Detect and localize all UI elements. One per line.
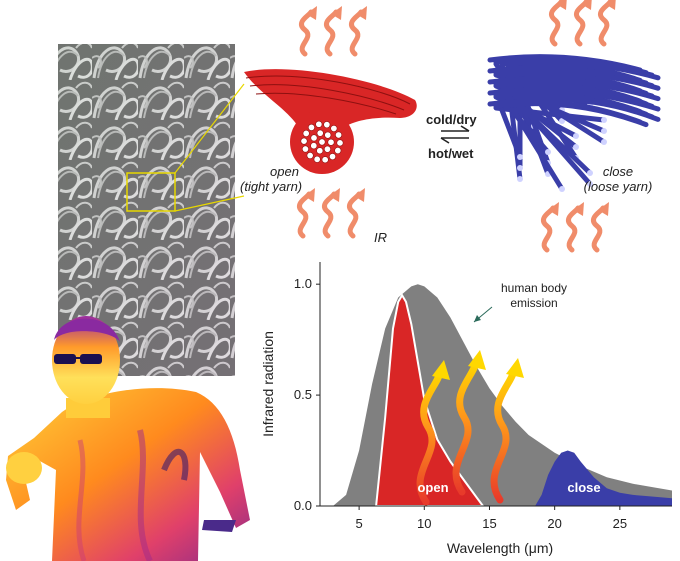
transmitted-ir-arrow: [490, 358, 524, 504]
fiber-end: [301, 145, 309, 153]
fiber-end: [329, 153, 337, 161]
fiber-end: [315, 120, 323, 128]
tight-yarn-fibers: [300, 120, 344, 164]
ir-arrows-right-bottom: [540, 202, 609, 253]
fiber-end: [318, 138, 326, 146]
fiber-end: [300, 137, 308, 145]
fiber-end: [316, 129, 324, 137]
fiber-end: [323, 121, 331, 129]
fiber-end: [302, 129, 310, 137]
y-tick-label: 0.5: [294, 387, 312, 402]
fiber-end: [601, 128, 607, 134]
fiber-end: [307, 123, 315, 131]
ir-wave-arrow: [298, 6, 317, 57]
fiber-end: [587, 170, 593, 176]
series-area-1: [375, 293, 485, 507]
x-tick-label: 25: [613, 516, 627, 531]
ir-wave-arrow: [321, 188, 340, 239]
ir-arrows-right-top: [548, 0, 616, 47]
label-close-state: close: [603, 164, 633, 179]
label-open-series: open: [417, 480, 448, 495]
fiber-end: [323, 145, 331, 153]
fiber-end: [316, 147, 324, 155]
label-hot-wet: hot/wet: [428, 146, 474, 161]
loose-fiber: [517, 103, 593, 176]
y-tick-label: 0.0: [294, 498, 312, 513]
zoom-callout: [126, 83, 245, 212]
fiber-end: [327, 138, 335, 146]
fiber-end: [324, 131, 332, 139]
loose-yarn-bundle: [487, 54, 661, 192]
fiber-end: [545, 149, 551, 155]
fiber-end: [313, 155, 321, 163]
radiation-arrows: [416, 350, 524, 506]
label-tight-yarn: (tight yarn): [240, 179, 302, 194]
x-tick-label: 5: [355, 516, 362, 531]
fiber-end: [334, 147, 342, 155]
reversible-arrows: [440, 125, 470, 144]
y-axis-label: Infrared radiation: [260, 331, 276, 437]
series-area-2: [535, 450, 672, 506]
transmitted-ir-arrow: [416, 360, 450, 506]
fiber-end: [330, 124, 338, 132]
fiber-end: [559, 118, 565, 124]
ir-wave-arrow: [573, 0, 592, 47]
loose-fiber: [505, 98, 565, 192]
fiber-end: [321, 156, 329, 164]
transmitted-ir-arrow: [452, 350, 486, 496]
fiber-end: [587, 181, 593, 187]
ir-wave-arrow: [296, 188, 315, 239]
loose-fiber: [493, 105, 607, 123]
fiber-end: [517, 176, 523, 182]
annotation-body-emission-2: emission: [510, 296, 557, 310]
label-cold-dry: cold/dry: [426, 112, 477, 127]
ir-wave-arrow: [565, 202, 584, 253]
fiber-end: [517, 154, 523, 160]
x-tick-label: 10: [417, 516, 431, 531]
fiber-end: [336, 139, 344, 147]
ir-arrows-top: [298, 6, 367, 57]
label-ir: IR: [374, 230, 387, 245]
x-tick-label: 20: [547, 516, 561, 531]
fiber-end: [601, 117, 607, 123]
ir-wave-arrow: [346, 188, 365, 239]
thermal-runner-image: [6, 316, 250, 561]
y-tick-label: 1.0: [294, 276, 312, 291]
ir-spectrum-chart: 5 10 15 20 25 0.0 0.5 1.0 Infrared radiation Wa…: [260, 262, 672, 556]
x-tick-label: 15: [482, 516, 496, 531]
ir-wave-arrow: [548, 0, 567, 47]
label-open-state: open: [270, 164, 299, 179]
loose-fiber: [499, 107, 523, 160]
fiber-end: [573, 133, 579, 139]
fiber-end: [573, 144, 579, 150]
fiber-end: [517, 165, 523, 171]
ir-wave-arrow: [348, 6, 367, 57]
loose-fiber: [493, 101, 649, 128]
fiber-end: [601, 139, 607, 145]
ir-wave-arrow: [597, 0, 616, 47]
fiber-end: [306, 152, 314, 160]
label-close-series: close: [567, 480, 600, 495]
ir-wave-arrow: [590, 202, 609, 253]
fiber-end: [310, 142, 318, 150]
ir-wave-arrow: [540, 202, 559, 253]
fiber-end: [310, 134, 318, 142]
fiber-end: [335, 131, 343, 139]
ir-wave-arrow: [323, 6, 342, 57]
x-axis-label: Wavelength (μm): [447, 540, 553, 556]
ir-arrows-bottom: [296, 188, 365, 239]
label-loose-yarn: (loose yarn): [584, 179, 653, 194]
fiber-end: [559, 186, 565, 192]
annotation-body-emission-1: human body: [501, 281, 567, 295]
chart-series-areas: [333, 284, 672, 507]
chart-axes: 5 10 15 20 25 0.0 0.5 1.0: [294, 262, 672, 531]
